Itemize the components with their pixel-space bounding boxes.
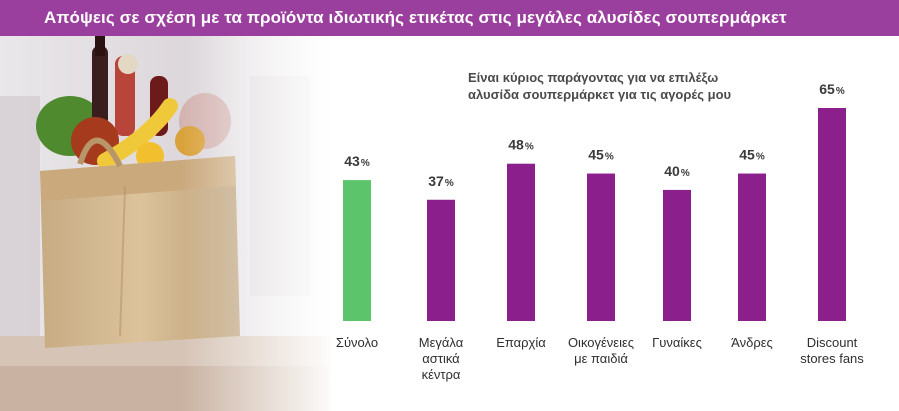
category-label-1: Μεγάλα αστικά κέντρα [419, 335, 464, 382]
data-label-2: 48% [508, 137, 534, 153]
category-label-0: Σύνολο [336, 335, 378, 350]
category-label-2: Επαρχία [496, 335, 546, 350]
bar-5 [738, 173, 766, 321]
subtitle-line-1: Είναι κύριος παράγοντας για να επιλέξω [468, 70, 719, 85]
data-label-5: 45% [739, 147, 765, 163]
data-label-6: 65% [819, 81, 845, 97]
category-label-6: Discount stores fans [800, 335, 864, 366]
chart-title: Απόψεις σε σχέση με τα προϊόντα ιδιωτική… [44, 8, 787, 27]
chart-subtitle: Είναι κύριος παράγοντας για να επιλέξω α… [468, 69, 788, 103]
bar-3 [587, 173, 615, 321]
data-label-0: 43% [344, 153, 370, 169]
bar-2 [507, 163, 535, 321]
category-label-4: Γυναίκες [652, 335, 702, 350]
category-label-3: Οικογένειες με παιδιά [568, 335, 634, 366]
data-label-4: 40% [664, 163, 690, 179]
data-label-3: 45% [588, 147, 614, 163]
bar-1 [427, 199, 455, 321]
bar-6 [818, 108, 846, 321]
shopping-bag-photo [0, 36, 330, 411]
data-label-1: 37% [428, 173, 454, 189]
category-label-5: Άνδρες [731, 335, 773, 350]
title-bar: Απόψεις σε σχέση με τα προϊόντα ιδιωτική… [0, 0, 899, 36]
bar-0 [343, 180, 371, 321]
bar-4 [663, 189, 691, 321]
subtitle-line-2: αλυσίδα σουπερμάρκετ για τις αγορές μου [468, 87, 732, 102]
